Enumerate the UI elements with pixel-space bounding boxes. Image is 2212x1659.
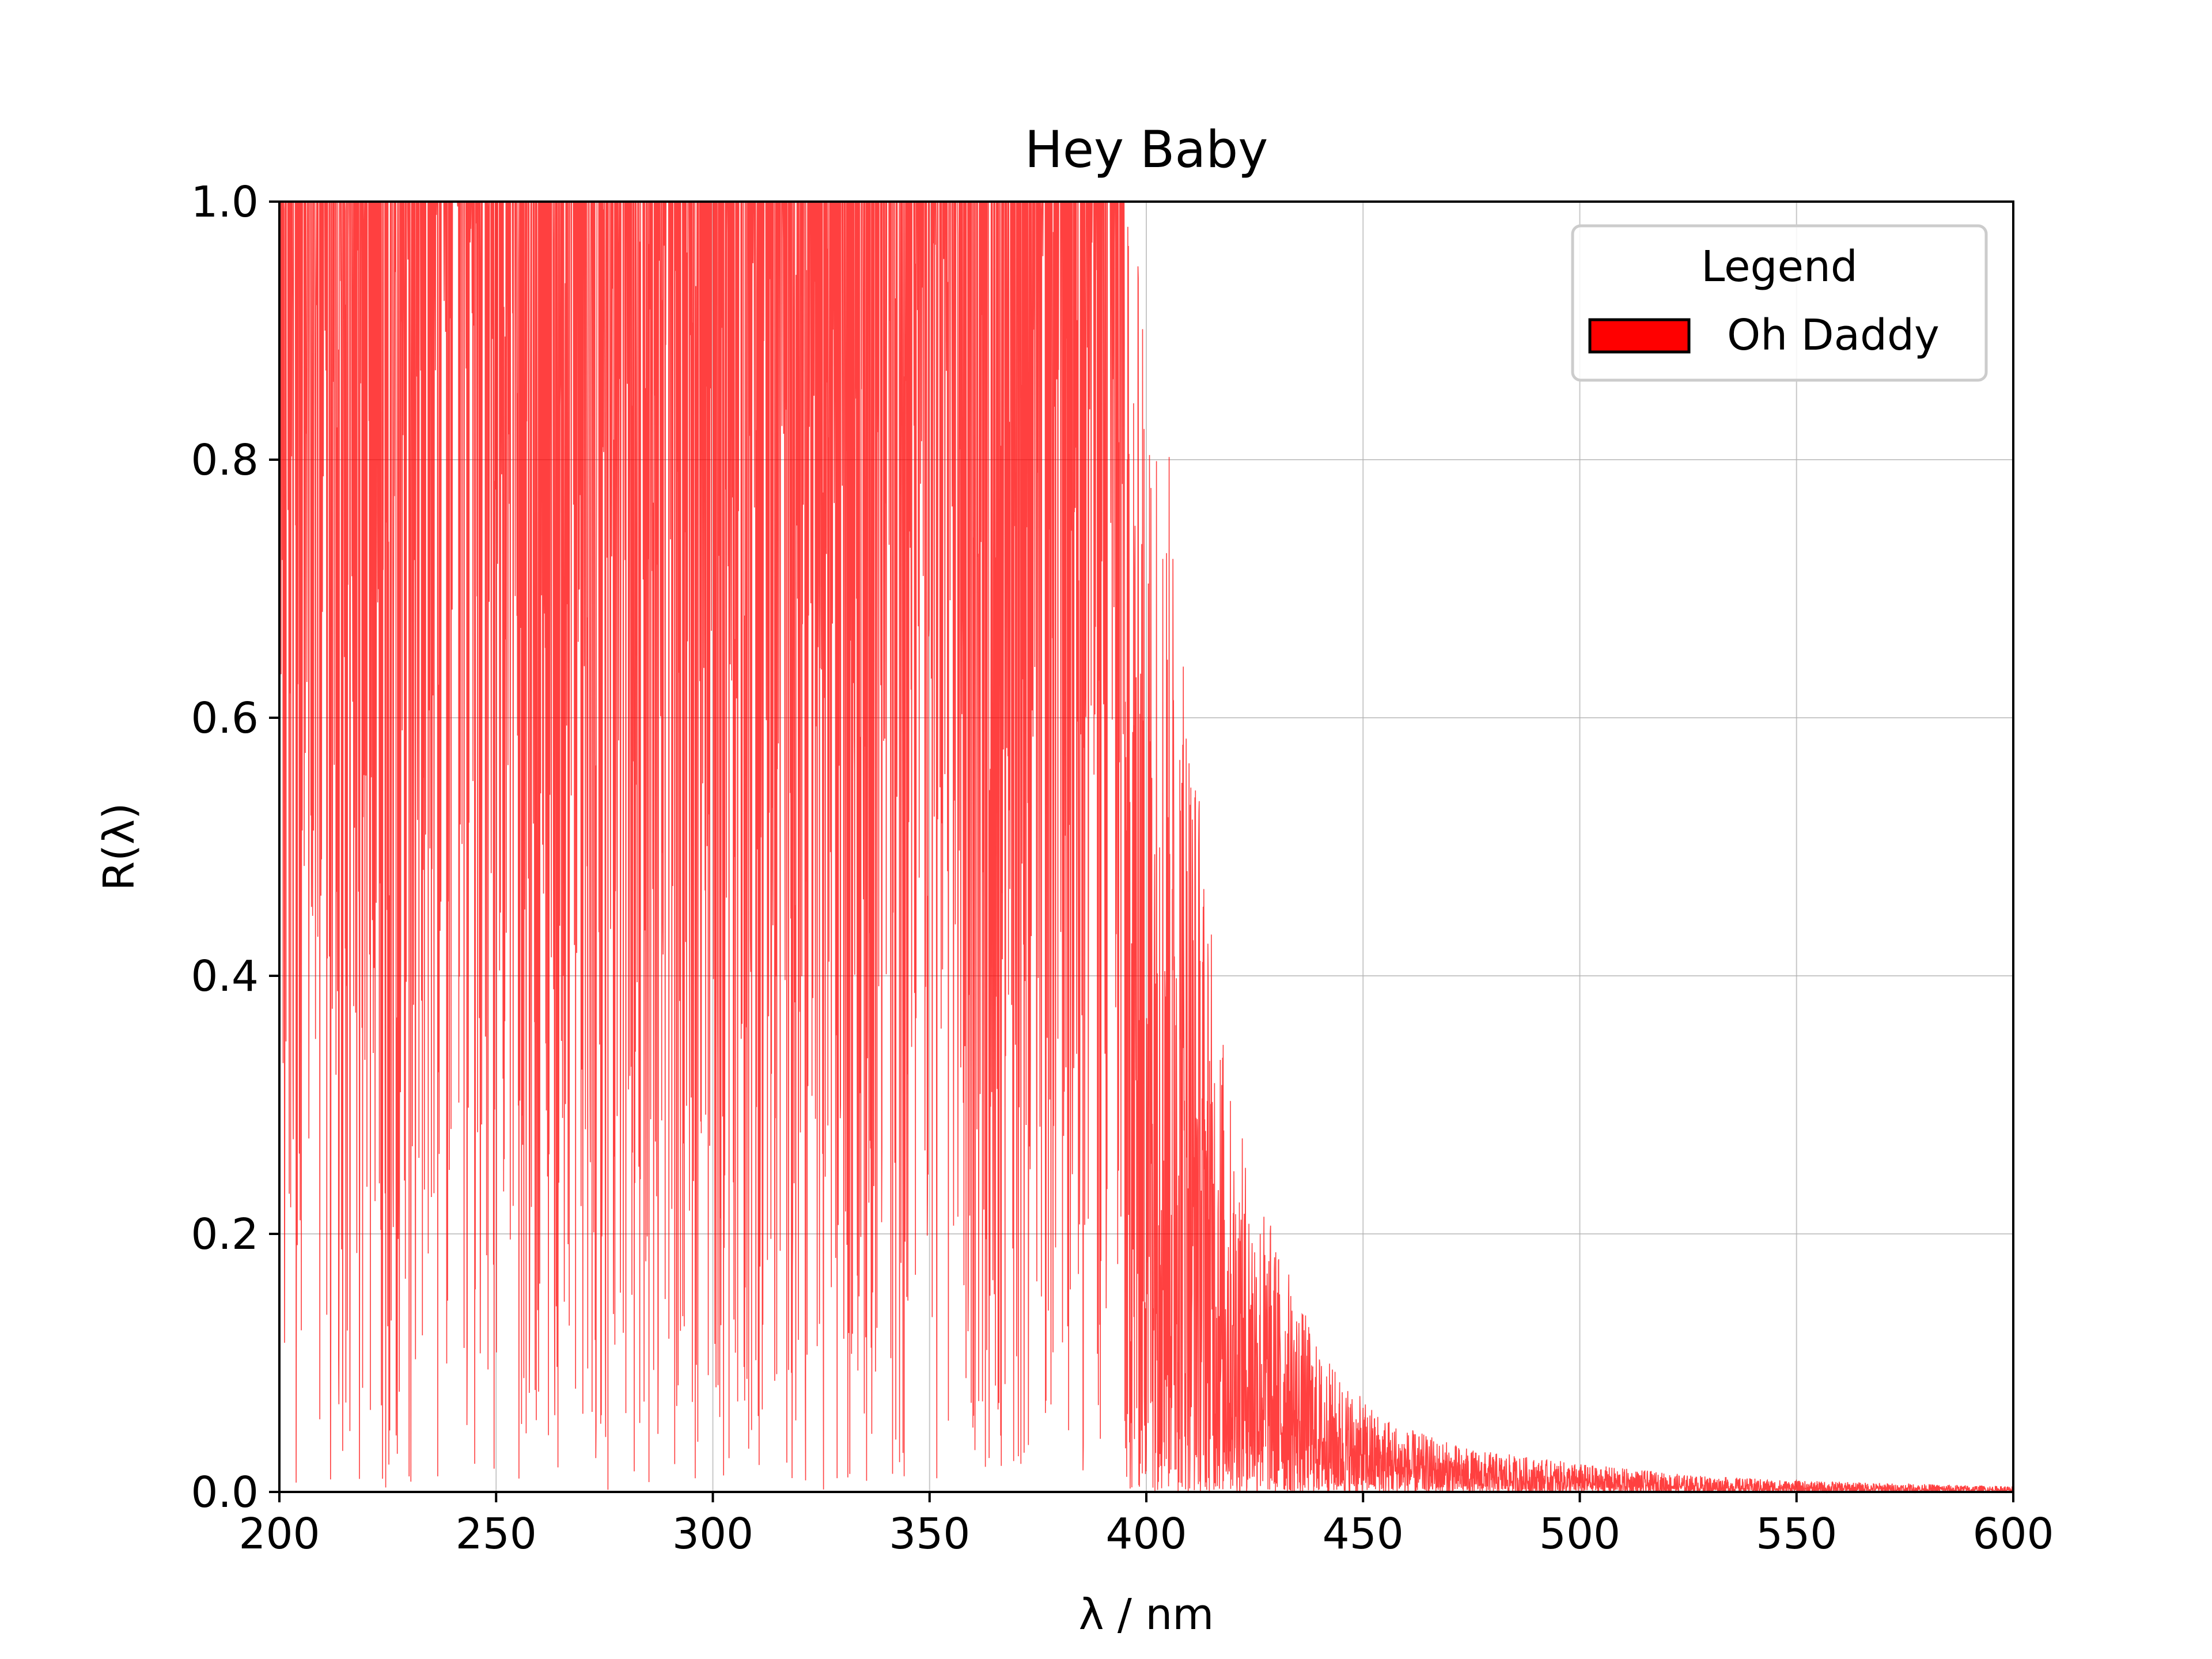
y-tick-label: 0.4 [191, 952, 259, 1001]
x-axis-label: λ / nm [1079, 1590, 1214, 1639]
chart-title: Hey Baby [1025, 120, 1268, 179]
x-tick-label: 500 [1539, 1509, 1620, 1559]
x-tick-label: 400 [1105, 1509, 1187, 1559]
x-axis: 200 250 300 350 400 450 500 550 600 [238, 1492, 2054, 1559]
y-tick-label: 1.0 [191, 177, 259, 227]
x-tick-label: 550 [1756, 1509, 1837, 1559]
y-axis: 0.0 0.2 0.4 0.6 0.8 1.0 [191, 177, 279, 1517]
y-tick-label: 0.6 [191, 694, 259, 743]
y-tick-label: 0.8 [191, 435, 259, 485]
x-tick-label: 600 [1972, 1509, 2054, 1559]
legend-swatch [1588, 318, 1691, 354]
x-tick-label: 250 [456, 1509, 537, 1559]
legend: Legend Oh Daddy [1571, 224, 1988, 382]
x-tick-label: 350 [889, 1509, 970, 1559]
x-tick-label: 450 [1323, 1509, 1404, 1559]
x-tick-label: 200 [238, 1509, 320, 1559]
x-tick-label: 300 [672, 1509, 753, 1559]
y-tick-label: 0.0 [191, 1468, 259, 1517]
legend-title: Legend [1701, 242, 1858, 291]
y-tick-label: 0.2 [191, 1210, 259, 1259]
y-axis-label: R(λ) [94, 803, 144, 891]
legend-entry-label: Oh Daddy [1727, 310, 1940, 360]
